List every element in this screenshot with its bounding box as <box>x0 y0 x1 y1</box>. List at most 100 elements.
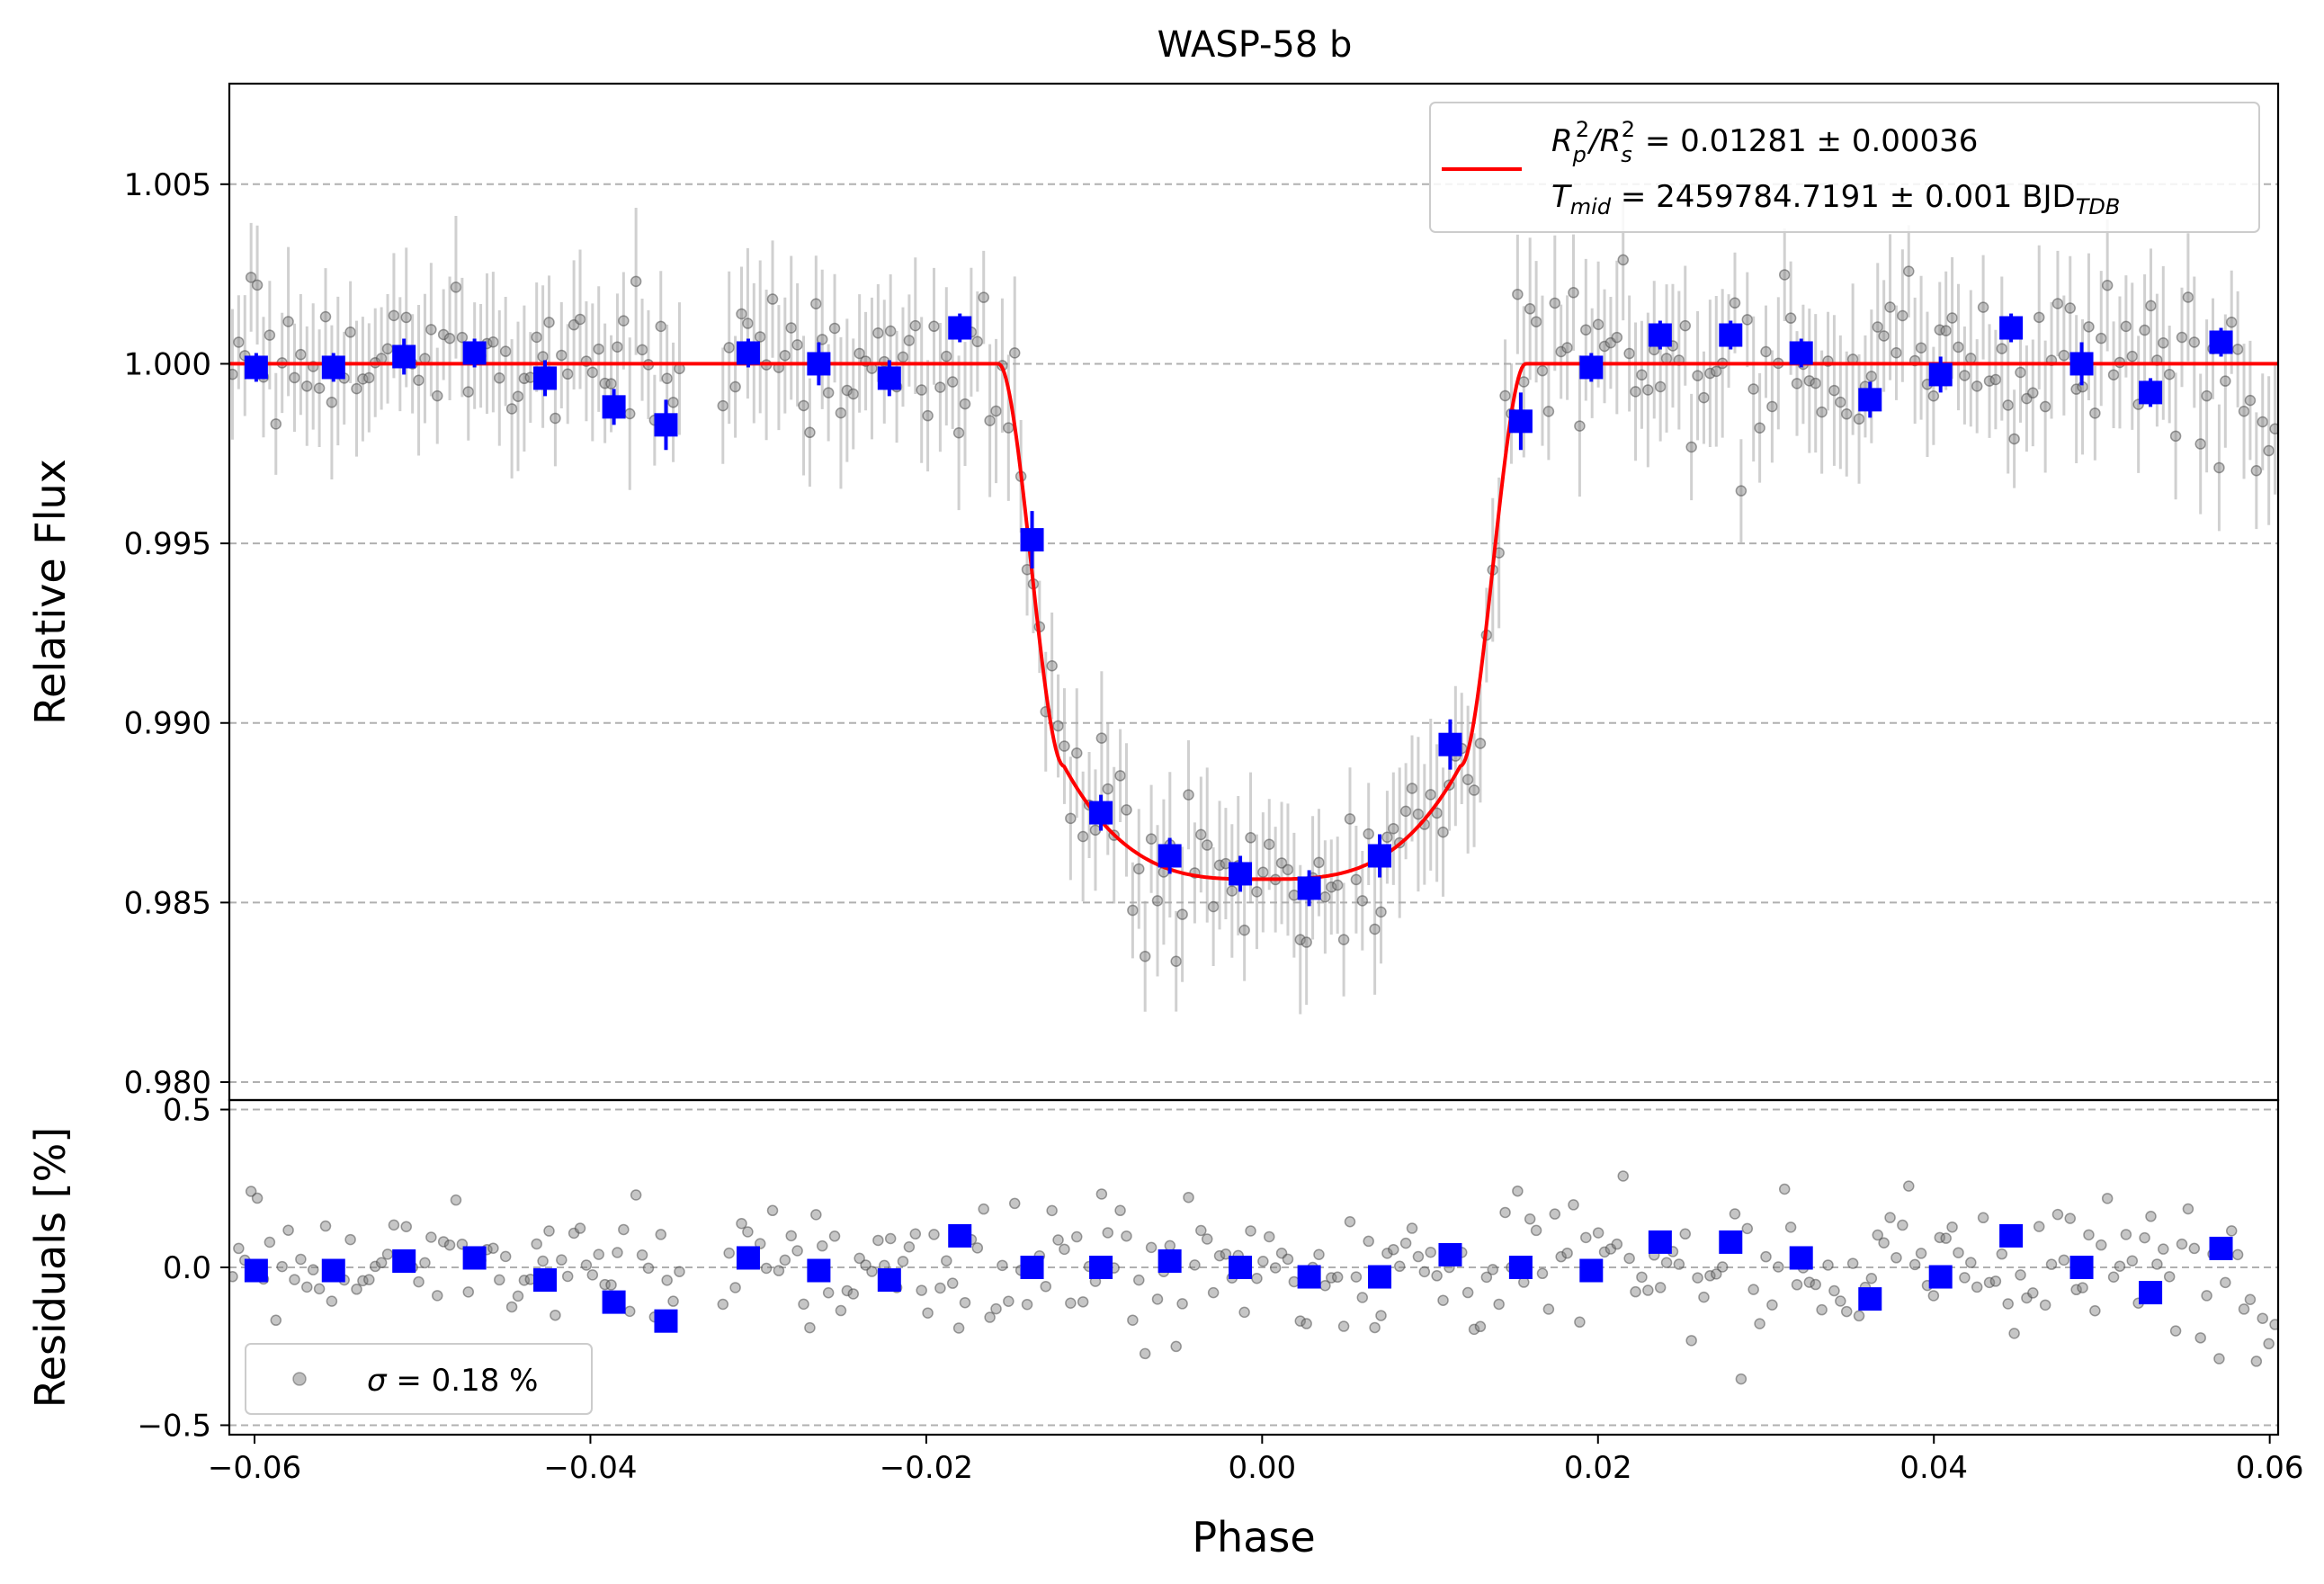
raw-flux-point <box>785 322 797 334</box>
raw-flux-point <box>2169 430 2182 443</box>
phase-x-tick-label: −0.04 <box>543 1450 637 1486</box>
raw-residual-point <box>326 1295 338 1307</box>
raw-flux-point <box>462 386 475 398</box>
binned-flux-point <box>1579 355 1604 380</box>
raw-residual-point <box>1822 1259 1834 1271</box>
raw-flux-point <box>2201 389 2212 402</box>
raw-residual-point <box>766 1204 779 1217</box>
raw-residual-point <box>1766 1299 1778 1311</box>
raw-residual-point <box>1474 1320 1487 1333</box>
raw-residual-point <box>2201 1290 2212 1302</box>
raw-flux-point <box>2089 407 2101 419</box>
raw-residual-point <box>2120 1229 2132 1240</box>
raw-residual-point <box>1046 1204 1058 1217</box>
raw-residual-point <box>1425 1246 1436 1258</box>
raw-flux-point <box>959 398 971 410</box>
binned-residual-point <box>1158 1248 1182 1273</box>
binned-residual-point <box>1789 1246 1813 1270</box>
raw-flux-point <box>313 382 326 394</box>
raw-residual-point <box>1301 1318 1312 1329</box>
raw-flux-point <box>1183 789 1194 801</box>
binned-residual-point <box>392 1248 416 1273</box>
raw-flux-point <box>766 293 779 305</box>
raw-flux-point <box>400 311 412 324</box>
raw-residual-point <box>2151 1258 2163 1270</box>
binned-residual-point <box>1020 1256 1044 1279</box>
raw-flux-point <box>1965 353 1977 364</box>
raw-residual-point <box>2096 1239 2107 1251</box>
flux-y-label: Relative Flux <box>26 459 75 725</box>
binned-residual-point <box>1368 1265 1392 1289</box>
raw-flux-point <box>499 345 512 357</box>
raw-flux-point <box>2033 311 2045 324</box>
raw-residual-point <box>623 1305 636 1318</box>
raw-flux-point <box>1971 380 1983 392</box>
raw-flux-point <box>1207 900 1220 913</box>
raw-residual-point <box>866 1266 878 1277</box>
binned-flux-point <box>462 341 487 365</box>
raw-flux-point <box>251 279 264 291</box>
raw-residual-point <box>909 1228 922 1240</box>
raw-flux-point <box>425 324 437 336</box>
raw-flux-point <box>1549 297 1561 309</box>
raw-flux-point <box>1654 380 1667 393</box>
raw-residual-point <box>642 1262 655 1275</box>
raw-residual-point <box>785 1230 797 1242</box>
raw-flux-point <box>2163 368 2176 380</box>
raw-residual-point <box>661 1275 673 1286</box>
raw-residual-point <box>1846 1257 1859 1269</box>
raw-residual-point <box>1568 1199 1579 1211</box>
phase-x-tick-label: −0.02 <box>880 1450 973 1486</box>
raw-residual-point <box>754 1238 766 1249</box>
raw-residual-point <box>1704 1270 1716 1282</box>
raw-residual-point <box>2231 1248 2244 1261</box>
raw-residual-point <box>2015 1269 2026 1281</box>
raw-residual-point <box>487 1242 499 1254</box>
raw-flux-point <box>934 381 946 393</box>
binned-flux-points <box>244 313 2233 907</box>
binned-residual-point <box>1508 1256 1533 1279</box>
raw-residual-point <box>313 1283 326 1295</box>
raw-residual-point <box>835 1304 847 1317</box>
raw-residual-point <box>1654 1282 1667 1293</box>
binned-flux-point <box>533 366 558 390</box>
raw-flux-point <box>952 427 965 439</box>
raw-flux-point <box>1946 312 1958 324</box>
raw-residual-point <box>351 1284 362 1295</box>
raw-residual-point <box>1245 1225 1256 1237</box>
raw-flux-point <box>1008 347 1021 359</box>
raw-flux-point <box>1437 826 1449 838</box>
raw-residual-point <box>2039 1299 2051 1311</box>
flux-y-tick-label: 1.000 <box>124 346 211 382</box>
raw-residual-point <box>1052 1234 1064 1246</box>
raw-flux-point <box>630 275 642 288</box>
raw-flux-point <box>301 380 313 392</box>
flux-y-tick-label: 0.995 <box>124 526 211 562</box>
raw-residual-point <box>2145 1211 2157 1222</box>
raw-residual-point <box>251 1192 264 1204</box>
binned-residual-point <box>244 1258 268 1283</box>
raw-flux-point <box>636 344 648 356</box>
raw-residual-point <box>1393 1260 1406 1273</box>
raw-residual-point <box>941 1255 952 1266</box>
raw-flux-point <box>2244 394 2257 407</box>
raw-residual-point <box>1965 1257 1977 1268</box>
raw-residual-point <box>494 1274 505 1286</box>
residuals-panel: −0.5 0.0 0.5 −0.06 −0.04 −0.02 0.00 0.02 0.04 0.… <box>26 1093 2304 1562</box>
raw-residual-point <box>1679 1228 1692 1240</box>
raw-flux-point <box>2058 349 2070 362</box>
raw-flux-point <box>1940 325 1952 336</box>
raw-flux-point <box>1592 318 1604 331</box>
raw-flux-point <box>2257 416 2268 428</box>
raw-flux-point <box>729 380 741 393</box>
raw-residual-point <box>413 1275 425 1288</box>
raw-residual-point <box>1133 1274 1145 1286</box>
raw-residual-point <box>2163 1271 2176 1283</box>
raw-flux-point <box>1127 904 1139 917</box>
raw-residual-point <box>1388 1243 1399 1256</box>
raw-residual-point <box>1021 1298 1033 1311</box>
raw-flux-point <box>1524 303 1536 315</box>
raw-flux-point <box>1561 342 1573 353</box>
raw-residual-point <box>1102 1227 1114 1239</box>
raw-flux-point <box>1989 373 2002 386</box>
